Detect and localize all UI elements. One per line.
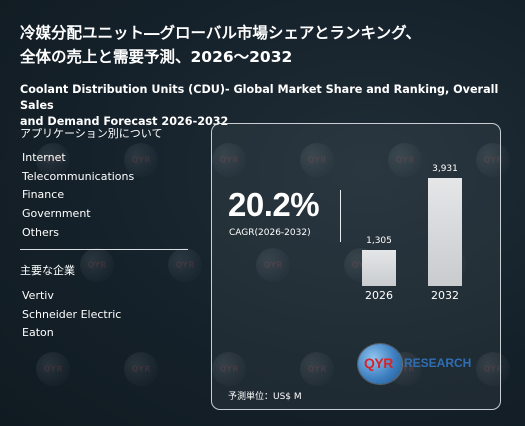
- bar-category-label: 2026: [365, 289, 393, 302]
- cagr-label: CAGR(2026-2032): [229, 228, 311, 238]
- watermark-logo: [476, 143, 510, 177]
- watermark-logo: [168, 248, 202, 282]
- application-item: Others: [22, 225, 59, 239]
- cagr-value: 20.2%: [228, 186, 320, 223]
- bar: [362, 250, 396, 286]
- watermark-logo: [36, 352, 70, 386]
- page-title-jp-line2: 全体の売上と需要予測、2026～2032: [20, 48, 293, 66]
- watermark-logo: [388, 143, 422, 177]
- watermark-logo: [256, 248, 290, 282]
- qyr-research-logo: QYR RESEARCH: [358, 342, 490, 386]
- watermark-logo: [476, 352, 510, 386]
- watermark-logo: [212, 143, 246, 177]
- logo-mark: QYR: [364, 355, 393, 371]
- company-item: Schneider Electric: [22, 307, 122, 321]
- watermark-logo: [80, 248, 114, 282]
- watermark-logo: [300, 143, 334, 177]
- application-item: Government: [22, 207, 91, 221]
- bar-value-label: 3,931: [432, 164, 458, 174]
- application-item: Internet: [22, 151, 66, 164]
- watermark-logo: [300, 352, 334, 386]
- company-item: Eaton: [22, 326, 54, 340]
- applications-list: Internet Telecommunications Finance Gove…: [22, 149, 134, 243]
- companies-heading: 主要な企業: [20, 264, 75, 277]
- page-title-en-line2: and Demand Forecast 2026-2032: [20, 115, 229, 128]
- page-title-en-line1: Coolant Distribution Units (CDU)- Global…: [20, 83, 499, 112]
- section-divider: [20, 249, 188, 250]
- bar-category-label: 2032: [431, 289, 459, 302]
- logo-wordmark: RESEARCH: [404, 356, 472, 370]
- forecast-unit-note: 予測単位：US$ M: [228, 392, 302, 402]
- watermark-logo: [124, 352, 158, 386]
- bar: [428, 178, 462, 286]
- watermark-logo: [36, 143, 70, 177]
- globe-icon: [358, 344, 402, 384]
- company-item: Vertiv: [22, 289, 54, 302]
- applications-heading: アプリケーション別について: [20, 127, 163, 140]
- cagr-separator: [340, 190, 341, 242]
- forecast-panel: 20.2% CAGR(2026-2032) 1,305 2026 3,931 2032…: [211, 123, 501, 410]
- bar-value-label: 1,305: [366, 236, 392, 246]
- page-title-jp: 冷媒分配ユニット―グローバル市場シェアとランキング、 全体の売上と需要予測、20…: [20, 21, 515, 69]
- application-item: Finance: [22, 188, 65, 202]
- page-title-jp-line1: 冷媒分配ユニット―グローバル市場シェアとランキング、: [20, 24, 421, 42]
- watermark-logo: [124, 143, 158, 177]
- application-item: Telecommunications: [22, 169, 135, 183]
- page-title-en: Coolant Distribution Units (CDU)- Global…: [20, 82, 520, 130]
- companies-list: Vertiv Schneider Electric Eaton: [22, 287, 121, 343]
- watermark-logo: [212, 352, 246, 386]
